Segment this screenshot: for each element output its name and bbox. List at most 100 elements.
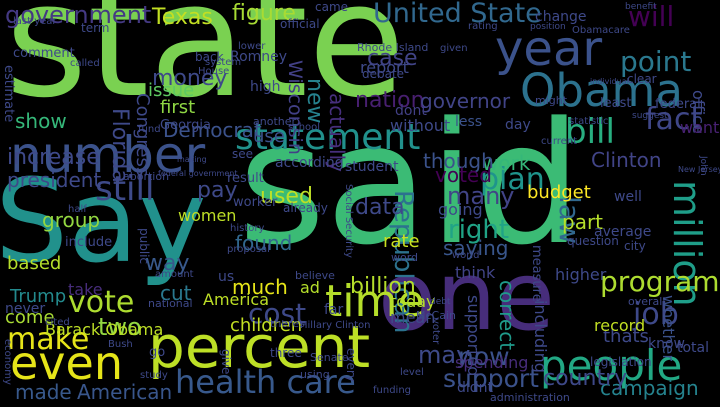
word-hillary-clinton: Hillary Clinton — [300, 320, 371, 331]
word-saying: saying — [443, 236, 509, 260]
word-texas: Texas — [152, 5, 213, 30]
word-statistic: statistic — [569, 116, 609, 127]
word-correct: correct — [495, 280, 519, 351]
word-half: half — [68, 204, 87, 215]
word-position: position — [530, 22, 566, 32]
word-rhode-island: Rhode Island — [357, 41, 429, 54]
word-senate: Senate — [310, 351, 349, 364]
word-want: want — [680, 118, 720, 137]
word-term: term — [81, 21, 110, 35]
word-georgia: Georgia — [160, 118, 211, 133]
word-already: already — [283, 201, 328, 215]
word-voted: voted — [435, 163, 492, 187]
word-year: year — [495, 21, 603, 77]
word-day: day — [505, 117, 531, 133]
word-level: level — [400, 367, 424, 378]
word-far: far — [324, 302, 344, 318]
word-much: much — [232, 275, 288, 299]
word-new: new — [302, 78, 327, 124]
word-us: us — [218, 269, 235, 285]
word-benefit: benefit — [625, 2, 657, 12]
word-cost: cost — [248, 297, 307, 330]
word-though: though — [423, 149, 494, 173]
word-current: current — [541, 136, 578, 147]
word-back: back — [195, 50, 224, 64]
word-question: question — [567, 234, 619, 248]
word-dont: dont — [395, 103, 427, 119]
word-measure: measure — [529, 245, 544, 302]
word-never: never — [5, 301, 46, 317]
word-president: president — [7, 168, 102, 192]
word-less: less — [455, 114, 483, 130]
word-figure: figure — [232, 1, 296, 26]
word-individual: individual — [590, 77, 629, 86]
word-last-year: last year — [13, 16, 57, 27]
word-america: America — [203, 290, 269, 309]
word-still: still — [95, 169, 155, 209]
word-making: making — [177, 155, 207, 164]
word-administration: administration — [490, 391, 570, 404]
word-group: group — [42, 208, 101, 232]
word-supported: supported — [464, 295, 483, 377]
word-rate: rate — [383, 231, 420, 252]
word-billion: billion — [350, 274, 416, 299]
word-even: even — [10, 336, 123, 390]
word-abortion: abortion — [123, 170, 170, 183]
word-federal-government: federal government — [158, 169, 238, 178]
word-house: House — [198, 66, 230, 77]
word-point: point — [620, 45, 692, 78]
word-mccain: McCain — [416, 309, 456, 322]
word-one: one — [378, 242, 555, 352]
word-way: way — [145, 251, 190, 276]
word-funding: funding — [373, 385, 412, 396]
word-go: go — [149, 345, 166, 360]
word-comment: comment — [13, 46, 75, 61]
word-believe: believe — [295, 269, 335, 282]
word-people: people — [540, 341, 683, 390]
word-american: American — [77, 380, 173, 404]
word-system: system — [205, 57, 242, 68]
word-obama: Obama — [520, 64, 683, 117]
word-used: used — [260, 184, 313, 209]
word-country: country — [543, 366, 628, 391]
word-using: using — [300, 368, 330, 381]
word-public: public — [137, 228, 151, 265]
word-wisconsin: Wisconsin — [284, 60, 306, 155]
word-found: found — [235, 231, 293, 255]
word-didnt: didnt — [457, 380, 494, 396]
word-city: city — [624, 239, 646, 253]
word-health-care: health care — [175, 363, 356, 401]
word-bush: Bush — [108, 339, 133, 350]
word-use: use — [253, 126, 285, 147]
word-government: government — [5, 1, 152, 29]
word-ad: ad — [300, 278, 320, 297]
word-according: according — [275, 155, 344, 171]
word-statement: statement — [235, 117, 421, 158]
word-debt: debt — [430, 297, 451, 307]
word-federal: federal — [655, 97, 701, 112]
word-student: student — [345, 159, 399, 175]
word-now: now — [458, 342, 510, 371]
word-worker: worker — [233, 195, 278, 210]
word-fund: fund — [138, 124, 161, 135]
word-governor: governor — [420, 89, 511, 113]
word-economy: economy — [2, 339, 13, 385]
word-overall: overall — [628, 295, 666, 308]
word-voter: voter — [430, 318, 441, 345]
word-estimate: estimate — [1, 65, 16, 123]
word-study: study — [140, 370, 168, 381]
word-debate: debate — [362, 67, 405, 81]
word-vote: vote — [68, 285, 135, 320]
word-data: data — [355, 195, 405, 220]
word-world: world — [452, 250, 480, 261]
word-well: well — [614, 189, 642, 205]
word-every: every — [344, 348, 358, 382]
word-think: think — [455, 263, 496, 282]
word-trump: Trump — [10, 286, 67, 307]
word-increase: increase — [7, 145, 100, 170]
word-without: without — [390, 116, 451, 135]
word-include: include — [65, 235, 113, 250]
word-issue: issue — [148, 80, 195, 101]
word-take: take — [68, 280, 103, 299]
